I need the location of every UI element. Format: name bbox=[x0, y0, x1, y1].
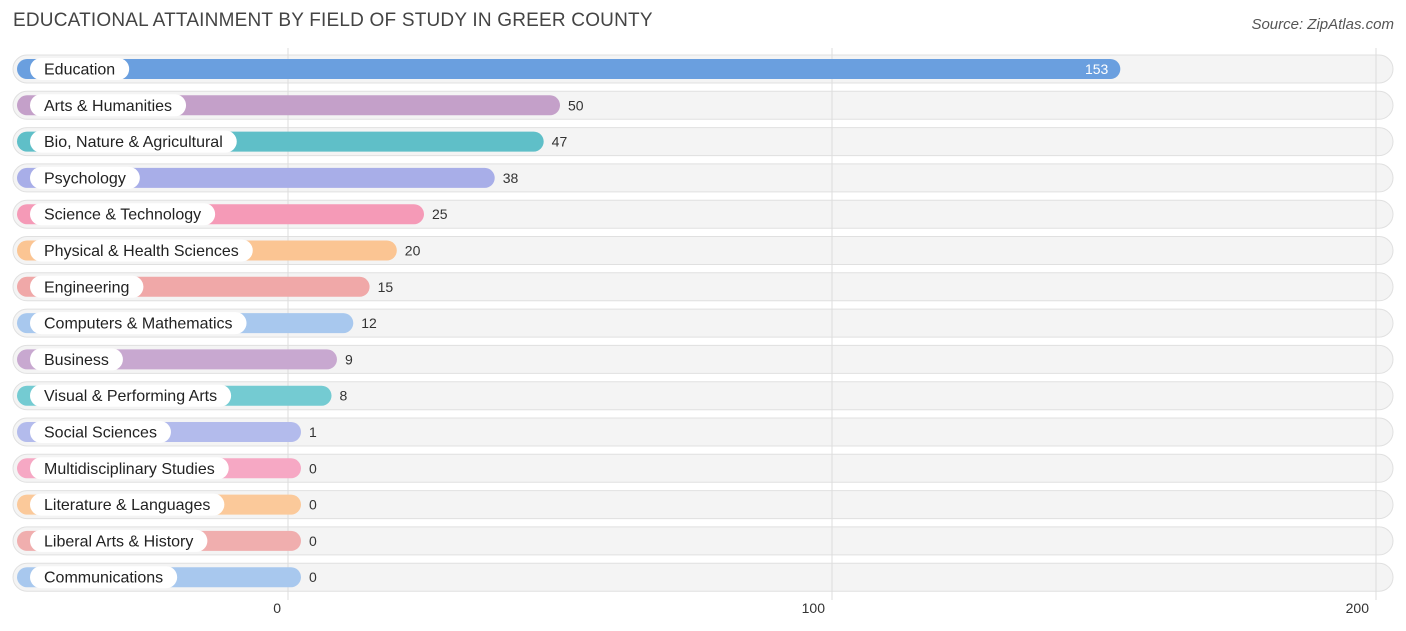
category-label-pill bbox=[30, 421, 171, 443]
value-label: 15 bbox=[378, 279, 394, 295]
category-label: Communications bbox=[44, 570, 163, 587]
x-tick-label: 0 bbox=[273, 600, 281, 616]
value-label: 0 bbox=[309, 460, 317, 476]
category-label-pill bbox=[30, 275, 144, 298]
category-label: Engineering bbox=[44, 279, 129, 296]
row-background bbox=[12, 453, 1394, 483]
category-label-pill bbox=[30, 203, 216, 226]
category-label: Arts & Humanities bbox=[44, 98, 172, 115]
category-label: Computers & Mathematics bbox=[44, 316, 233, 333]
value-label: 0 bbox=[309, 533, 317, 549]
category-label-pill bbox=[30, 130, 237, 153]
row-background bbox=[12, 526, 1394, 556]
bar bbox=[17, 59, 1121, 79]
row-background bbox=[12, 381, 1394, 411]
value-label: 38 bbox=[503, 170, 519, 186]
value-label: 8 bbox=[340, 388, 348, 404]
value-label: 12 bbox=[361, 315, 377, 331]
category-label-pill bbox=[30, 384, 232, 407]
value-label: 0 bbox=[309, 497, 317, 513]
x-tick-label: 100 bbox=[802, 600, 826, 616]
value-label: 1 bbox=[309, 424, 317, 440]
chart-title: EDUCATIONAL ATTAINMENT BY FIELD OF STUDY… bbox=[13, 10, 653, 31]
category-label: Education bbox=[44, 62, 115, 79]
category-label: Business bbox=[44, 352, 109, 369]
category-label: Literature & Languages bbox=[44, 497, 210, 514]
category-label: Physical & Health Sciences bbox=[44, 243, 239, 260]
category-label-pill bbox=[30, 493, 225, 516]
category-label: Liberal Arts & History bbox=[44, 533, 193, 550]
category-label: Science & Technology bbox=[44, 207, 201, 224]
value-label: 47 bbox=[552, 134, 568, 150]
source-note: Source: ZipAtlas.com bbox=[1251, 16, 1394, 33]
category-label: Psychology bbox=[44, 170, 126, 187]
category-label-pill bbox=[30, 239, 253, 262]
category-label: Multidisciplinary Studies bbox=[44, 461, 215, 478]
value-label: 0 bbox=[309, 569, 317, 585]
row-background bbox=[12, 417, 1394, 447]
x-tick-label: 200 bbox=[1346, 600, 1370, 616]
category-label-pill bbox=[30, 94, 187, 117]
category-label-pill bbox=[30, 457, 229, 480]
row-background bbox=[12, 490, 1394, 520]
category-label-pill bbox=[30, 566, 178, 589]
value-label: 153 bbox=[1085, 61, 1109, 77]
category-label: Bio, Nature & Agricultural bbox=[44, 134, 223, 151]
value-label: 25 bbox=[432, 206, 448, 222]
category-label-pill bbox=[30, 58, 130, 80]
row-background bbox=[12, 562, 1394, 592]
category-label-pill bbox=[30, 348, 123, 371]
category-label: Social Sciences bbox=[44, 425, 157, 442]
row-background bbox=[12, 344, 1394, 374]
category-label: Visual & Performing Arts bbox=[44, 388, 217, 405]
category-label-pill bbox=[30, 312, 247, 335]
category-label-pill bbox=[30, 529, 208, 552]
row-background bbox=[12, 308, 1394, 338]
value-label: 50 bbox=[568, 97, 584, 113]
category-label-pill bbox=[30, 166, 140, 189]
value-label: 9 bbox=[345, 351, 353, 367]
value-label: 20 bbox=[405, 243, 421, 259]
